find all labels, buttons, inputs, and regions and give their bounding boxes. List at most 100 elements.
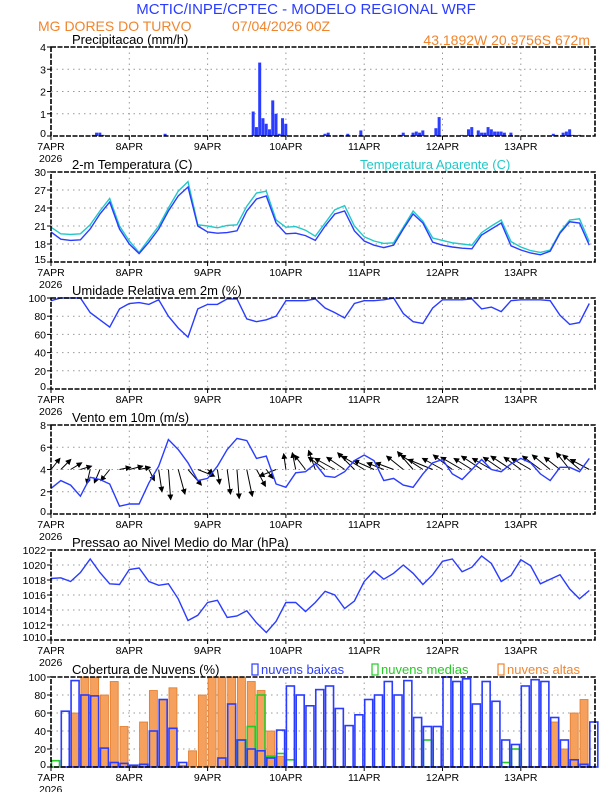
y-tick-label: 2 [40, 487, 46, 499]
cloud-bar-nuvens-altas [256, 690, 266, 768]
plot-frame [50, 424, 596, 515]
wind-vector [453, 457, 473, 470]
y-tick-label: 1022 [23, 545, 47, 557]
run-datetime: 07/04/2026 00Z [232, 18, 331, 34]
precip-bar [346, 133, 350, 136]
x-tick-label: 10APR [269, 645, 303, 657]
precip-bar [568, 129, 572, 136]
cloud-bar-nuvens-baixas [442, 676, 452, 768]
x-tick-label: 8APR [116, 772, 144, 784]
precip-bar [561, 132, 565, 136]
x-tick-label: 8APR [116, 141, 144, 153]
wind-vector [235, 469, 242, 500]
cloud-bar-nuvens-baixas [403, 679, 413, 768]
precip-bar [359, 130, 363, 136]
station-coords: 43.1892W 20.9756S 672m [423, 32, 590, 48]
wind-vector [148, 469, 155, 482]
cloud-bar-nuvens-baixas [451, 680, 462, 768]
cloud-bar-nuvens-baixas [481, 680, 491, 768]
wind-vector [510, 457, 531, 470]
y-tick-label: 6 [40, 442, 46, 454]
wind-vector [119, 465, 132, 472]
y-tick-label: 3 [40, 64, 46, 76]
cloud-bar-nuvens-baixas [119, 762, 129, 768]
wind-vector [93, 469, 101, 484]
cloud-bar-nuvens-medias [422, 739, 433, 768]
wind-vector [490, 455, 512, 470]
x-year-label: 2026 [39, 784, 63, 792]
precip-bar [486, 127, 490, 136]
wind-vector [265, 469, 274, 480]
y-tick-label: 1016 [23, 590, 47, 602]
series-line-pres-0 [50, 555, 590, 634]
cloud-bar-nuvens-medias [510, 748, 521, 768]
y-tick-label: 80 [34, 690, 46, 702]
x-tick-label: 13APR [504, 394, 538, 406]
cloud-bar-nuvens-baixas [393, 694, 403, 768]
x-tick-label: 11APR [348, 645, 381, 657]
y-tick-label: 15 [34, 254, 46, 266]
precip-bar [493, 131, 497, 136]
precip-bar [564, 131, 568, 136]
x-tick-label: 11APR [348, 519, 381, 531]
wind-vector [226, 469, 233, 495]
x-tick-label: 10APR [269, 141, 303, 153]
wind-vector [313, 457, 336, 470]
y-tick-label: 0 [40, 381, 46, 393]
cloud-bar-nuvens-baixas [285, 685, 296, 768]
cloud-bar-nuvens-altas [237, 676, 246, 768]
cloud-bar-nuvens-baixas [236, 739, 247, 768]
wind-vector [256, 469, 266, 488]
x-tick-label: 8APR [116, 267, 144, 279]
x-year-label: 2026 [39, 279, 63, 291]
y-tick-label: 18 [34, 239, 46, 251]
cloud-bar-nuvens-altas [207, 676, 217, 768]
cloud-bar-nuvens-altas [266, 730, 276, 768]
x-tick-label: 8APR [116, 394, 144, 406]
y-tick-label: 0 [40, 128, 46, 140]
panel-rh: 0 20 40 60 80 100 7APR 8APR 9APR 10APR 11APR 12APR 1… [28, 283, 596, 418]
cloud-bar-nuvens-baixas [275, 729, 286, 768]
y-tick-label: 1012 [23, 620, 47, 632]
x-tick-label: 7APR [37, 267, 65, 279]
precip-bar [480, 132, 484, 136]
panel-title: Precipitacao (mm/h) [72, 32, 188, 47]
wind-vector [129, 464, 144, 471]
wind-vector [482, 456, 502, 470]
cloud-bar-nuvens-altas [90, 676, 100, 768]
y-tick-label: 80 [34, 311, 46, 323]
precip-bar [95, 132, 99, 136]
cloud-bar-nuvens-baixas [295, 694, 305, 768]
cloud-bar-nuvens-altas [246, 681, 256, 768]
cloud-bar-nuvens-baixas [461, 677, 472, 768]
cloud-bar-nuvens-altas [139, 721, 148, 768]
cloud-bar-nuvens-baixas [324, 685, 335, 768]
cloud-bar-nuvens-altas [80, 676, 90, 768]
cloud-bar-nuvens-altas [227, 676, 237, 768]
cloud-bar-nuvens-baixas [589, 721, 599, 768]
cloud-bar-nuvens-baixas [256, 749, 266, 768]
wind-vector [197, 469, 216, 478]
y-tick-label: 30 [34, 167, 46, 179]
cloud-bar-nuvens-altas [119, 726, 129, 768]
cloud-bar-nuvens-baixas [363, 698, 374, 768]
x-tick-label: 12APR [426, 267, 460, 279]
cloud-bar-nuvens-altas [276, 755, 286, 768]
wind-vector [385, 455, 404, 470]
cloud-bar-nuvens-baixas [138, 763, 149, 768]
y-tick-label: 40 [34, 726, 46, 738]
panel-title: Cobertura de Nuvens (%) [72, 662, 219, 677]
precip-bar [460, 134, 464, 136]
wind-vector [187, 469, 203, 486]
y-tick-label: 24 [34, 203, 46, 215]
main-title: MCTIC/INPE/CPTEC - MODELO REGIONAL WRF [136, 1, 475, 18]
precip-bar [411, 132, 415, 136]
cloud-bar-nuvens-baixas [158, 698, 168, 768]
wind-vector [177, 469, 187, 495]
cloud-bar-nuvens-baixas [217, 757, 227, 768]
series-line-rh-0 [50, 297, 590, 339]
cloud-bar-nuvens-altas [579, 699, 589, 768]
legend-label: Temperatura Aparente (C) [360, 157, 510, 172]
x-tick-label: 10APR [269, 267, 303, 279]
cloud-bar-nuvens-baixas [510, 743, 521, 768]
